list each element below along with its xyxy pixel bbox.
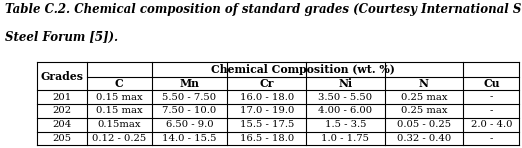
Text: Grades: Grades <box>40 71 84 82</box>
Text: 2.0 - 4.0: 2.0 - 4.0 <box>470 120 512 129</box>
Text: 0.15max: 0.15max <box>98 120 141 129</box>
Text: 7.50 - 10.0: 7.50 - 10.0 <box>162 106 217 115</box>
Text: 16.5 - 18.0: 16.5 - 18.0 <box>240 134 294 143</box>
Text: 0.15 max: 0.15 max <box>96 106 143 115</box>
Text: Cu: Cu <box>483 78 500 89</box>
Text: 0.25 max: 0.25 max <box>401 106 447 115</box>
Text: 201: 201 <box>52 93 72 102</box>
Text: -: - <box>490 134 493 143</box>
Text: 3.50 - 5.50: 3.50 - 5.50 <box>318 93 372 102</box>
Text: 17.0 - 19.0: 17.0 - 19.0 <box>240 106 294 115</box>
Text: 5.50 - 7.50: 5.50 - 7.50 <box>162 93 217 102</box>
Text: Steel Forum [5]).: Steel Forum [5]). <box>5 31 118 44</box>
Text: 202: 202 <box>52 106 72 115</box>
Text: 14.0 - 15.5: 14.0 - 15.5 <box>162 134 217 143</box>
Text: 205: 205 <box>52 134 72 143</box>
Text: Table C.2. Chemical composition of standard grades (Courtesy International Stain: Table C.2. Chemical composition of stand… <box>5 3 522 16</box>
Text: Chemical Composition (wt. %): Chemical Composition (wt. %) <box>211 64 395 75</box>
Text: 0.25 max: 0.25 max <box>401 93 447 102</box>
Text: 0.32 - 0.40: 0.32 - 0.40 <box>397 134 451 143</box>
Text: 6.50 - 9.0: 6.50 - 9.0 <box>165 120 213 129</box>
Text: 0.15 max: 0.15 max <box>96 93 143 102</box>
Text: 1.5 - 3.5: 1.5 - 3.5 <box>325 120 366 129</box>
Text: 204: 204 <box>52 120 72 129</box>
Text: -: - <box>490 93 493 102</box>
Text: 15.5 - 17.5: 15.5 - 17.5 <box>240 120 294 129</box>
Text: 16.0 - 18.0: 16.0 - 18.0 <box>240 93 294 102</box>
Text: N: N <box>419 78 429 89</box>
Text: -: - <box>490 106 493 115</box>
Text: Mn: Mn <box>180 78 199 89</box>
Text: Cr: Cr <box>259 78 274 89</box>
Text: Ni: Ni <box>338 78 352 89</box>
Text: 4.00 - 6.00: 4.00 - 6.00 <box>318 106 372 115</box>
Text: 0.05 - 0.25: 0.05 - 0.25 <box>397 120 451 129</box>
Text: C: C <box>115 78 124 89</box>
Text: 1.0 - 1.75: 1.0 - 1.75 <box>322 134 370 143</box>
Text: 0.12 - 0.25: 0.12 - 0.25 <box>92 134 147 143</box>
